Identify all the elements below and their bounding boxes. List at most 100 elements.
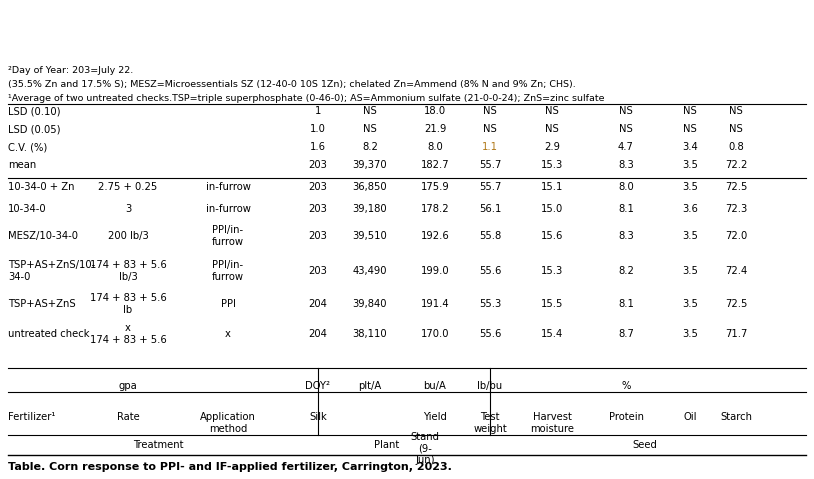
- Text: NS: NS: [729, 106, 743, 116]
- Text: NS: NS: [363, 106, 377, 116]
- Text: 15.1: 15.1: [540, 182, 563, 192]
- Text: 55.8: 55.8: [479, 231, 501, 241]
- Text: LSD (0.10): LSD (0.10): [8, 106, 60, 116]
- Text: %: %: [621, 381, 631, 391]
- Text: 203: 203: [309, 231, 327, 241]
- Text: 2.75 + 0.25: 2.75 + 0.25: [98, 182, 158, 192]
- Text: 3.5: 3.5: [682, 329, 698, 339]
- Text: 56.1: 56.1: [479, 204, 501, 214]
- Text: NS: NS: [729, 124, 743, 134]
- Text: 39,180: 39,180: [352, 204, 387, 214]
- Text: Starch: Starch: [720, 412, 752, 422]
- Text: MESZ/10-34-0: MESZ/10-34-0: [8, 231, 78, 241]
- Text: TSP+AS+ZnS/10-
34-0: TSP+AS+ZnS/10- 34-0: [8, 260, 95, 282]
- Text: 43,490: 43,490: [352, 266, 387, 276]
- Text: 36,850: 36,850: [352, 182, 387, 192]
- Text: Fertilizer¹: Fertilizer¹: [8, 412, 55, 422]
- Text: 8.3: 8.3: [618, 160, 634, 170]
- Text: 55.6: 55.6: [479, 266, 501, 276]
- Text: 15.0: 15.0: [540, 204, 563, 214]
- Text: NS: NS: [619, 124, 632, 134]
- Text: 203: 203: [309, 204, 327, 214]
- Text: 8.2: 8.2: [362, 142, 378, 152]
- Text: 15.6: 15.6: [540, 231, 563, 241]
- Text: Oil: Oil: [683, 412, 697, 422]
- Text: PPI: PPI: [221, 299, 235, 309]
- Text: 39,510: 39,510: [352, 231, 387, 241]
- Text: 203: 203: [309, 266, 327, 276]
- Text: 55.7: 55.7: [479, 160, 501, 170]
- Text: 203: 203: [309, 182, 327, 192]
- Text: NS: NS: [484, 106, 497, 116]
- Text: 8.2: 8.2: [618, 266, 634, 276]
- Text: Seed: Seed: [632, 440, 658, 450]
- Text: 192.6: 192.6: [421, 231, 449, 241]
- Text: 0.8: 0.8: [729, 142, 744, 152]
- Text: 38,110: 38,110: [352, 329, 387, 339]
- Text: 199.0: 199.0: [421, 266, 449, 276]
- Text: Treatment: Treatment: [133, 440, 183, 450]
- Text: x: x: [225, 329, 231, 339]
- Text: x
174 + 83 + 5.6: x 174 + 83 + 5.6: [90, 323, 166, 345]
- Text: Table. Corn response to PPI- and IF-applied fertilizer, Carrington, 2023.: Table. Corn response to PPI- and IF-appl…: [8, 462, 452, 472]
- Text: 3.5: 3.5: [682, 182, 698, 192]
- Text: 15.4: 15.4: [540, 329, 563, 339]
- Text: 55.3: 55.3: [479, 299, 501, 309]
- Text: 15.3: 15.3: [540, 266, 563, 276]
- Text: Protein: Protein: [609, 412, 644, 422]
- Text: Rate: Rate: [116, 412, 139, 422]
- Text: C.V. (%): C.V. (%): [8, 142, 47, 152]
- Text: 178.2: 178.2: [421, 204, 449, 214]
- Text: 39,840: 39,840: [352, 299, 387, 309]
- Text: 1: 1: [315, 106, 322, 116]
- Text: 55.7: 55.7: [479, 182, 501, 192]
- Text: 1.6: 1.6: [310, 142, 326, 152]
- Text: Stand
(9-
Jun): Stand (9- Jun): [410, 432, 440, 465]
- Text: bu/A: bu/A: [423, 381, 446, 391]
- Text: 182.7: 182.7: [421, 160, 449, 170]
- Text: 3.5: 3.5: [682, 231, 698, 241]
- Text: 72.3: 72.3: [725, 204, 747, 214]
- Text: in-furrow: in-furrow: [206, 204, 251, 214]
- Text: in-furrow: in-furrow: [206, 182, 251, 192]
- Text: 15.5: 15.5: [540, 299, 563, 309]
- Text: 15.3: 15.3: [540, 160, 563, 170]
- Text: 3.4: 3.4: [682, 142, 698, 152]
- Text: 10-34-0: 10-34-0: [8, 204, 46, 214]
- Text: DOY²: DOY²: [305, 381, 330, 391]
- Text: 8.1: 8.1: [618, 204, 634, 214]
- Text: NS: NS: [363, 124, 377, 134]
- Text: ²Day of Year: 203=July 22.: ²Day of Year: 203=July 22.: [8, 66, 133, 75]
- Text: mean: mean: [8, 160, 37, 170]
- Text: 204: 204: [309, 329, 327, 339]
- Text: LSD (0.05): LSD (0.05): [8, 124, 60, 134]
- Text: 2.9: 2.9: [544, 142, 560, 152]
- Text: 3.5: 3.5: [682, 160, 698, 170]
- Text: 21.9: 21.9: [424, 124, 446, 134]
- Text: 1.1: 1.1: [482, 142, 498, 152]
- Text: 72.5: 72.5: [724, 299, 747, 309]
- Text: 72.4: 72.4: [725, 266, 747, 276]
- Text: 72.5: 72.5: [724, 182, 747, 192]
- Text: 8.1: 8.1: [618, 299, 634, 309]
- Text: Yield: Yield: [423, 412, 447, 422]
- Text: Application
method: Application method: [200, 412, 256, 433]
- Text: NS: NS: [683, 124, 697, 134]
- Text: lb/bu: lb/bu: [478, 381, 502, 391]
- Text: 3.5: 3.5: [682, 299, 698, 309]
- Text: Silk: Silk: [309, 412, 327, 422]
- Text: 174 + 83 + 5.6
lb/3: 174 + 83 + 5.6 lb/3: [90, 260, 166, 282]
- Text: 200 lb/3: 200 lb/3: [107, 231, 148, 241]
- Text: PPI/in-
furrow: PPI/in- furrow: [212, 225, 244, 247]
- Text: NS: NS: [545, 106, 559, 116]
- Text: 72.2: 72.2: [724, 160, 747, 170]
- Text: 39,370: 39,370: [352, 160, 387, 170]
- Text: ¹Average of two untreated checks.TSP=triple superphosphate (0-46-0); AS=Ammonium: ¹Average of two untreated checks.TSP=tri…: [8, 94, 605, 103]
- Text: PPI/in-
furrow: PPI/in- furrow: [212, 260, 244, 282]
- Text: plt/A: plt/A: [358, 381, 382, 391]
- Text: Test
weight: Test weight: [473, 412, 507, 433]
- Text: 72.0: 72.0: [725, 231, 747, 241]
- Text: 55.6: 55.6: [479, 329, 501, 339]
- Text: Plant: Plant: [374, 440, 399, 450]
- Text: NS: NS: [619, 106, 632, 116]
